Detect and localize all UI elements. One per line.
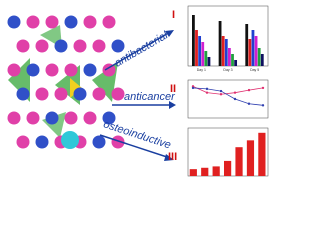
bar (192, 15, 195, 66)
numeral: I (172, 9, 175, 21)
atom (102, 63, 116, 77)
crystal-structure (7, 15, 125, 149)
bar (258, 132, 266, 176)
bar (189, 169, 197, 176)
point (205, 91, 209, 94)
atom (45, 111, 59, 125)
bar (224, 39, 228, 66)
point (219, 93, 223, 96)
atom (35, 135, 49, 149)
atom (35, 87, 49, 101)
atom (7, 63, 21, 77)
point (247, 102, 251, 105)
atom (102, 111, 116, 125)
atom (111, 135, 125, 149)
bar (257, 48, 261, 66)
x-tick-label: Day 3 (223, 68, 232, 72)
atom (35, 39, 49, 53)
x-tick-label: Day 5 (250, 68, 259, 72)
bar (235, 147, 243, 176)
atom (45, 15, 59, 29)
atom (64, 15, 78, 29)
bar (245, 24, 249, 66)
atom (16, 135, 30, 149)
line (192, 87, 264, 106)
bar (248, 39, 252, 66)
point (261, 86, 265, 90)
atom (73, 39, 87, 53)
x-tick-label: Day 1 (197, 68, 206, 72)
atom (92, 39, 106, 53)
bar (231, 54, 234, 66)
numeral: III (168, 151, 177, 163)
atom (16, 87, 30, 101)
label: anticancer (124, 91, 176, 103)
atom (26, 15, 40, 29)
bar (201, 167, 209, 176)
atom (45, 63, 59, 77)
atom (111, 87, 125, 101)
bar (251, 30, 255, 66)
arrows (99, 30, 176, 161)
atom (64, 111, 78, 125)
point (261, 104, 265, 107)
atom (7, 111, 21, 125)
atom (83, 111, 97, 125)
atom (83, 15, 97, 29)
atom (61, 131, 79, 149)
atom (7, 15, 21, 29)
atom (64, 63, 78, 77)
plot-frame (187, 79, 269, 119)
bar (201, 42, 205, 66)
numeral: II (170, 83, 176, 95)
point (191, 86, 195, 90)
bar (207, 57, 211, 66)
graphical-abstract: antibacterial anticancer osteoinductive … (7, 5, 269, 177)
atom (92, 87, 106, 101)
bar (218, 21, 222, 66)
atom (92, 135, 106, 149)
atom (26, 111, 40, 125)
atom (83, 63, 97, 77)
point (247, 88, 251, 92)
bar (234, 60, 238, 66)
bar (221, 36, 225, 66)
atom (73, 87, 87, 101)
point (219, 89, 223, 93)
bar (198, 36, 202, 66)
point (233, 91, 237, 94)
bar (246, 140, 255, 176)
atom (54, 39, 68, 53)
atom (54, 87, 68, 101)
bar (195, 30, 198, 66)
bar (224, 160, 232, 176)
bar (204, 51, 208, 66)
bar (212, 166, 220, 176)
bar (228, 48, 231, 66)
point (233, 97, 237, 101)
atom (26, 63, 40, 77)
line (192, 85, 264, 95)
bar (260, 54, 264, 66)
point (205, 87, 209, 91)
atom (16, 39, 30, 53)
bar (254, 36, 258, 66)
atom (102, 15, 116, 29)
atom (111, 39, 125, 53)
